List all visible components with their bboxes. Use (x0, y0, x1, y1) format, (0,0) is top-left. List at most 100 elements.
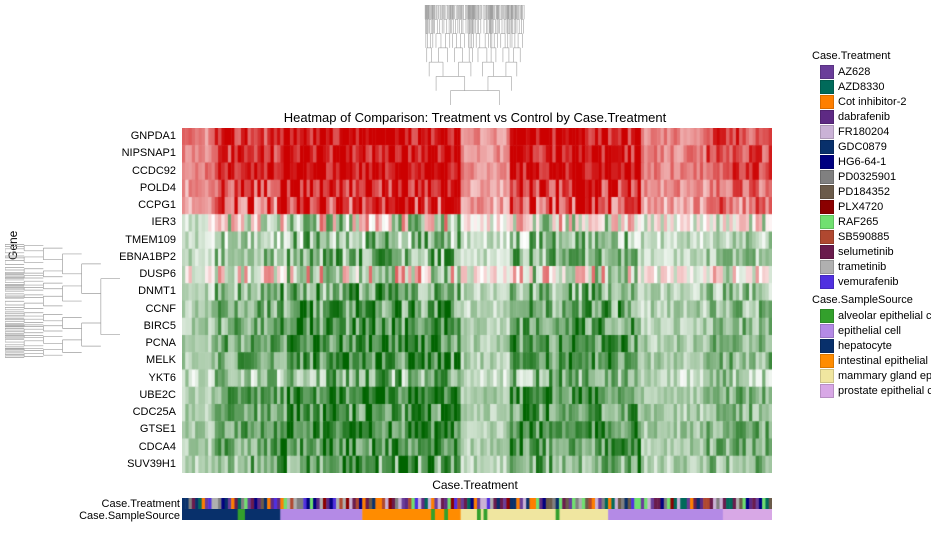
legend-item: AZ628 (812, 65, 931, 79)
gene-labels: GNPDA1NIPSNAP1CCDC92POLD4CCPG1IER3TMEM10… (118, 128, 180, 473)
legend-label: SB590885 (838, 231, 889, 243)
legend-label: FR180204 (838, 126, 889, 138)
gene-label: CCNF (118, 301, 180, 318)
legend-title-treatment: Case.Treatment (812, 50, 931, 62)
legend-label: intestinal epithelial cell (838, 355, 931, 367)
legend-item: intestinal epithelial cell (812, 354, 931, 368)
legend-label: dabrafenib (838, 111, 890, 123)
legend-label: trametinib (838, 261, 886, 273)
gene-label: NIPSNAP1 (118, 145, 180, 162)
gene-label: MELK (118, 352, 180, 369)
row-dendrogram (5, 128, 120, 473)
root-container: Heatmap of Comparison: Treatment vs Cont… (0, 0, 931, 554)
gene-label: TMEM109 (118, 232, 180, 249)
legend-item: alveolar epithelial cell (812, 309, 931, 323)
gene-label: CCDC92 (118, 163, 180, 180)
main-plot-area: Heatmap of Comparison: Treatment vs Cont… (0, 0, 812, 554)
legend-item: HG6-64-1 (812, 155, 931, 169)
gene-label: PCNA (118, 335, 180, 352)
legend-item: RAF265 (812, 215, 931, 229)
legend-label: hepatocyte (838, 340, 892, 352)
legend-swatch (820, 170, 834, 184)
annot-label-treatment: Case.Treatment (35, 498, 180, 510)
gene-label: CDCA4 (118, 439, 180, 456)
legend-swatch (820, 65, 834, 79)
legend-item: FR180204 (812, 125, 931, 139)
legend-swatch (820, 230, 834, 244)
gene-label: EBNA1BP2 (118, 249, 180, 266)
column-dendrogram (180, 5, 770, 105)
legend-label: epithelial cell (838, 325, 901, 337)
gene-label: BIRC5 (118, 318, 180, 335)
gene-label: GTSE1 (118, 421, 180, 438)
legend-swatch (820, 324, 834, 338)
gene-label: SUV39H1 (118, 456, 180, 473)
legend-label: alveolar epithelial cell (838, 310, 931, 322)
legend-item: PD184352 (812, 185, 931, 199)
legend-swatch (820, 339, 834, 353)
gene-label: CDC25A (118, 404, 180, 421)
legend-label: RAF265 (838, 216, 878, 228)
gene-label: DNMT1 (118, 283, 180, 300)
legend-label: GDC0879 (838, 141, 887, 153)
legend-label: AZ628 (838, 66, 870, 78)
legend-item: prostate epithelial cell (812, 384, 931, 398)
legend-label: HG6-64-1 (838, 156, 886, 168)
annot-bar-treatment (182, 498, 772, 509)
legend-item: AZD8330 (812, 80, 931, 94)
legend-swatch (820, 384, 834, 398)
legend-swatch (820, 185, 834, 199)
legend-swatch (820, 354, 834, 368)
legend-swatch (820, 80, 834, 94)
legend-label: vemurafenib (838, 276, 899, 288)
gene-label: CCPG1 (118, 197, 180, 214)
legend-label: PLX4720 (838, 201, 883, 213)
legend-item: SB590885 (812, 230, 931, 244)
legend-label: mammary gland epithelial (838, 370, 931, 382)
legend-swatch (820, 110, 834, 124)
legend-swatch (820, 245, 834, 259)
gene-label: UBE2C (118, 387, 180, 404)
gene-label: GNPDA1 (118, 128, 180, 145)
gene-label: IER3 (118, 214, 180, 231)
legend-swatch (820, 275, 834, 289)
legend-label: Cot inhibitor-2 (838, 96, 906, 108)
plot-title: Heatmap of Comparison: Treatment vs Cont… (180, 110, 770, 125)
legend-area: Case.Treatment AZ628 AZD8330 Cot inhibitor… (812, 0, 931, 554)
legend-title-samplesource: Case.SampleSource (812, 294, 931, 306)
gene-label: POLD4 (118, 180, 180, 197)
legend-item: hepatocyte (812, 339, 931, 353)
legend-swatch (820, 369, 834, 383)
annotation-labels: Case.Treatment Case.SampleSource (35, 498, 180, 522)
annot-label-samplesource: Case.SampleSource (35, 510, 180, 522)
x-axis-label: Case.Treatment (180, 478, 770, 492)
legend-item: mammary gland epithelial (812, 369, 931, 383)
legend-item: PLX4720 (812, 200, 931, 214)
legend-swatch (820, 215, 834, 229)
legend-swatch (820, 260, 834, 274)
gene-label: DUSP6 (118, 266, 180, 283)
legend-item: trametinib (812, 260, 931, 274)
annot-bar-samplesource (182, 509, 772, 520)
legend-item: PD0325901 (812, 170, 931, 184)
legend-swatch (820, 200, 834, 214)
legend-item: dabrafenib (812, 110, 931, 124)
legend-item: Cot inhibitor-2 (812, 95, 931, 109)
legend-label: prostate epithelial cell (838, 385, 931, 397)
annotation-bars (182, 498, 772, 520)
legend-swatch (820, 140, 834, 154)
legend-item: epithelial cell (812, 324, 931, 338)
legend-label: PD0325901 (838, 171, 896, 183)
heatmap (182, 128, 772, 473)
legend-treatment: AZ628 AZD8330 Cot inhibitor-2 dabrafenib FR1… (812, 65, 931, 289)
legend-item: selumetinib (812, 245, 931, 259)
legend-swatch (820, 95, 834, 109)
gene-label: YKT6 (118, 370, 180, 387)
legend-item: vemurafenib (812, 275, 931, 289)
legend-label: AZD8330 (838, 81, 884, 93)
legend-label: PD184352 (838, 186, 890, 198)
legend-swatch (820, 155, 834, 169)
legend-item: GDC0879 (812, 140, 931, 154)
legend-samplesource: alveolar epithelial cell epithelial cell h… (812, 309, 931, 398)
legend-swatch (820, 125, 834, 139)
